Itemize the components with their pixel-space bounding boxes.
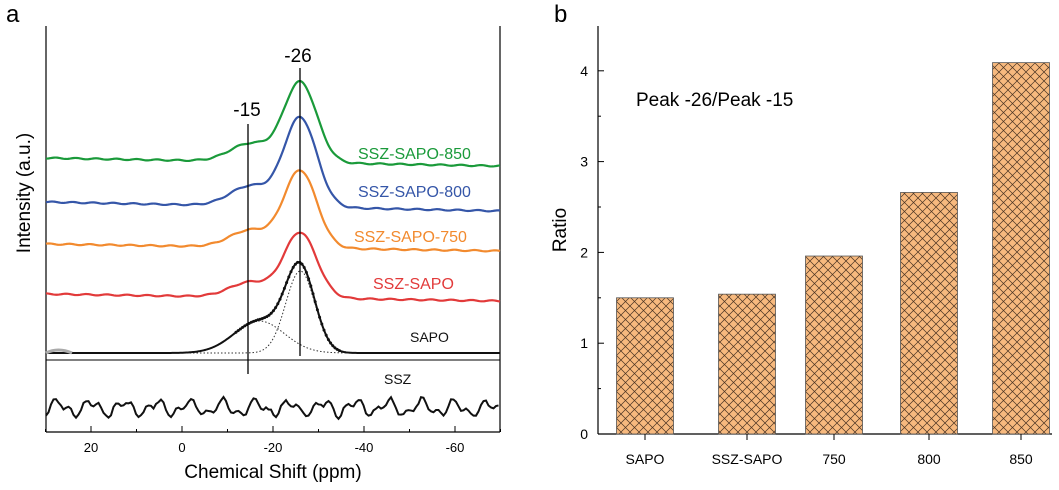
panel-b-letter: b bbox=[554, 1, 567, 28]
sapo-data-point bbox=[289, 270, 293, 274]
sapo-data-point bbox=[265, 315, 269, 319]
panel-b: b 0 1 2 3 4 SAPO SSZ-SAPO 750 800 850 Ratio Peak… bbox=[550, 1, 1052, 467]
sapo-data-point bbox=[271, 309, 275, 313]
sapo-data-point bbox=[304, 270, 308, 274]
x-tick-label-minus-60: -60 bbox=[446, 440, 465, 455]
sapo-data-point bbox=[285, 281, 289, 285]
spectrum-label-ssz-sapo: SSZ-SAPO bbox=[373, 276, 454, 293]
spectrum-line-ssz-sapo-850 bbox=[45, 79, 501, 168]
sapo-sideband bbox=[45, 348, 73, 355]
y-tick-label: 1 bbox=[580, 335, 588, 351]
spectrum-line-ssz-sapo-750 bbox=[45, 169, 501, 253]
panel-a-x-axis-title: Chemical Shift (ppm) bbox=[184, 462, 361, 483]
x-tick-label-sapo: SAPO bbox=[626, 451, 665, 467]
sapo-data-point bbox=[267, 313, 271, 317]
panel-a-x-ticks bbox=[45, 426, 501, 432]
sapo-data-point bbox=[307, 277, 311, 281]
x-tick-label-800: 800 bbox=[917, 451, 941, 467]
spectrum-label-sapo: SAPO bbox=[410, 329, 449, 345]
panel-a-spectra bbox=[45, 79, 501, 421]
bar-ssz-sapo bbox=[718, 293, 776, 435]
peak-reference-lines bbox=[247, 68, 301, 374]
sapo-data-point bbox=[241, 325, 245, 329]
panel-a-y-axis-title: Intensity (a.u.) bbox=[14, 133, 35, 253]
x-tick-label-minus-40: -40 bbox=[355, 440, 374, 455]
sapo-data-point bbox=[309, 284, 313, 288]
spectrum-labels: SSZ-SAPO-850 SSZ-SAPO-800 SSZ-SAPO-750 S… bbox=[354, 146, 471, 387]
sapo-data-point bbox=[276, 302, 280, 306]
spectrum-line-ssz-sapo bbox=[45, 231, 501, 303]
x-tick-label-minus-20: -20 bbox=[264, 440, 283, 455]
sapo-data-point bbox=[311, 292, 315, 296]
sapo-data-point bbox=[274, 306, 278, 310]
sapo-data-point bbox=[335, 347, 339, 351]
y-tick-label: 0 bbox=[580, 426, 588, 442]
sapo-data-point bbox=[333, 346, 337, 350]
sapo-data-point bbox=[300, 262, 304, 266]
spectrum-label-ssz-sapo-850: SSZ-SAPO-850 bbox=[358, 146, 471, 163]
spectrum-line-ssz bbox=[45, 395, 499, 421]
x-tick-label-ssz-sapo: SSZ-SAPO bbox=[712, 451, 783, 467]
sapo-data-point bbox=[280, 292, 284, 296]
panel-a: a 20 0 -20 -40 -60 Chemical Shift (ppm) … bbox=[6, 1, 501, 483]
bar-850 bbox=[992, 62, 1050, 435]
panel-a-letter: a bbox=[6, 1, 20, 28]
sapo-data-point bbox=[313, 300, 317, 304]
sapo-data-point bbox=[291, 265, 295, 269]
spectrum-label-ssz-sapo-800: SSZ-SAPO-800 bbox=[358, 184, 471, 201]
panel-b-bars bbox=[616, 62, 1050, 435]
sapo-data-point bbox=[296, 260, 300, 264]
sapo-data-point bbox=[329, 341, 333, 345]
sapo-data-point bbox=[234, 330, 238, 334]
sapo-data-point bbox=[269, 311, 273, 315]
sapo-data-point bbox=[287, 275, 291, 279]
y-tick-label: 4 bbox=[580, 63, 588, 79]
panel-b-y-ticks: 0 1 2 3 4 bbox=[580, 63, 604, 442]
sapo-data-point bbox=[318, 315, 322, 319]
panel-b-y-axis-title: Ratio bbox=[550, 208, 571, 252]
sapo-data-point bbox=[236, 329, 240, 333]
sapo-data-point bbox=[243, 324, 247, 328]
sapo-data-point bbox=[326, 338, 330, 342]
spectrum-line-ssz-sapo-800 bbox=[45, 115, 501, 213]
x-tick-label-20: 20 bbox=[84, 440, 98, 455]
sapo-data-point bbox=[331, 344, 335, 348]
sapo-data-points bbox=[234, 260, 341, 353]
bar-750 bbox=[805, 255, 863, 435]
x-tick-label-750: 750 bbox=[822, 451, 846, 467]
sapo-data-point bbox=[302, 266, 306, 269]
peak-label-minus-15: -15 bbox=[233, 100, 260, 121]
panel-b-x-tick-labels: SAPO SSZ-SAPO 750 800 850 bbox=[626, 434, 1033, 467]
peak-label-minus-26: -26 bbox=[284, 46, 311, 67]
y-tick-label: 2 bbox=[580, 244, 588, 260]
sapo-data-point bbox=[293, 262, 297, 266]
sapo-data-point bbox=[322, 328, 326, 332]
sapo-data-point bbox=[282, 286, 286, 290]
x-tick-label-850: 850 bbox=[1009, 451, 1033, 467]
bar-sapo bbox=[616, 297, 674, 435]
sapo-data-point bbox=[320, 322, 324, 326]
bar-800 bbox=[900, 192, 958, 435]
sapo-data-point bbox=[238, 327, 242, 331]
spectrum-label-ssz: SSZ bbox=[384, 371, 412, 387]
panel-b-annotation: Peak -26/Peak -15 bbox=[636, 90, 793, 111]
x-tick-label-0: 0 bbox=[178, 440, 185, 455]
y-tick-label: 3 bbox=[580, 154, 588, 170]
panel-a-x-tick-labels: 20 0 -20 -40 -60 bbox=[84, 440, 465, 455]
sapo-data-point bbox=[315, 308, 319, 312]
spectrum-label-ssz-sapo-750: SSZ-SAPO-750 bbox=[354, 229, 467, 246]
sapo-data-point bbox=[337, 349, 341, 353]
sapo-data-point bbox=[324, 333, 328, 337]
sapo-data-point bbox=[278, 297, 282, 301]
